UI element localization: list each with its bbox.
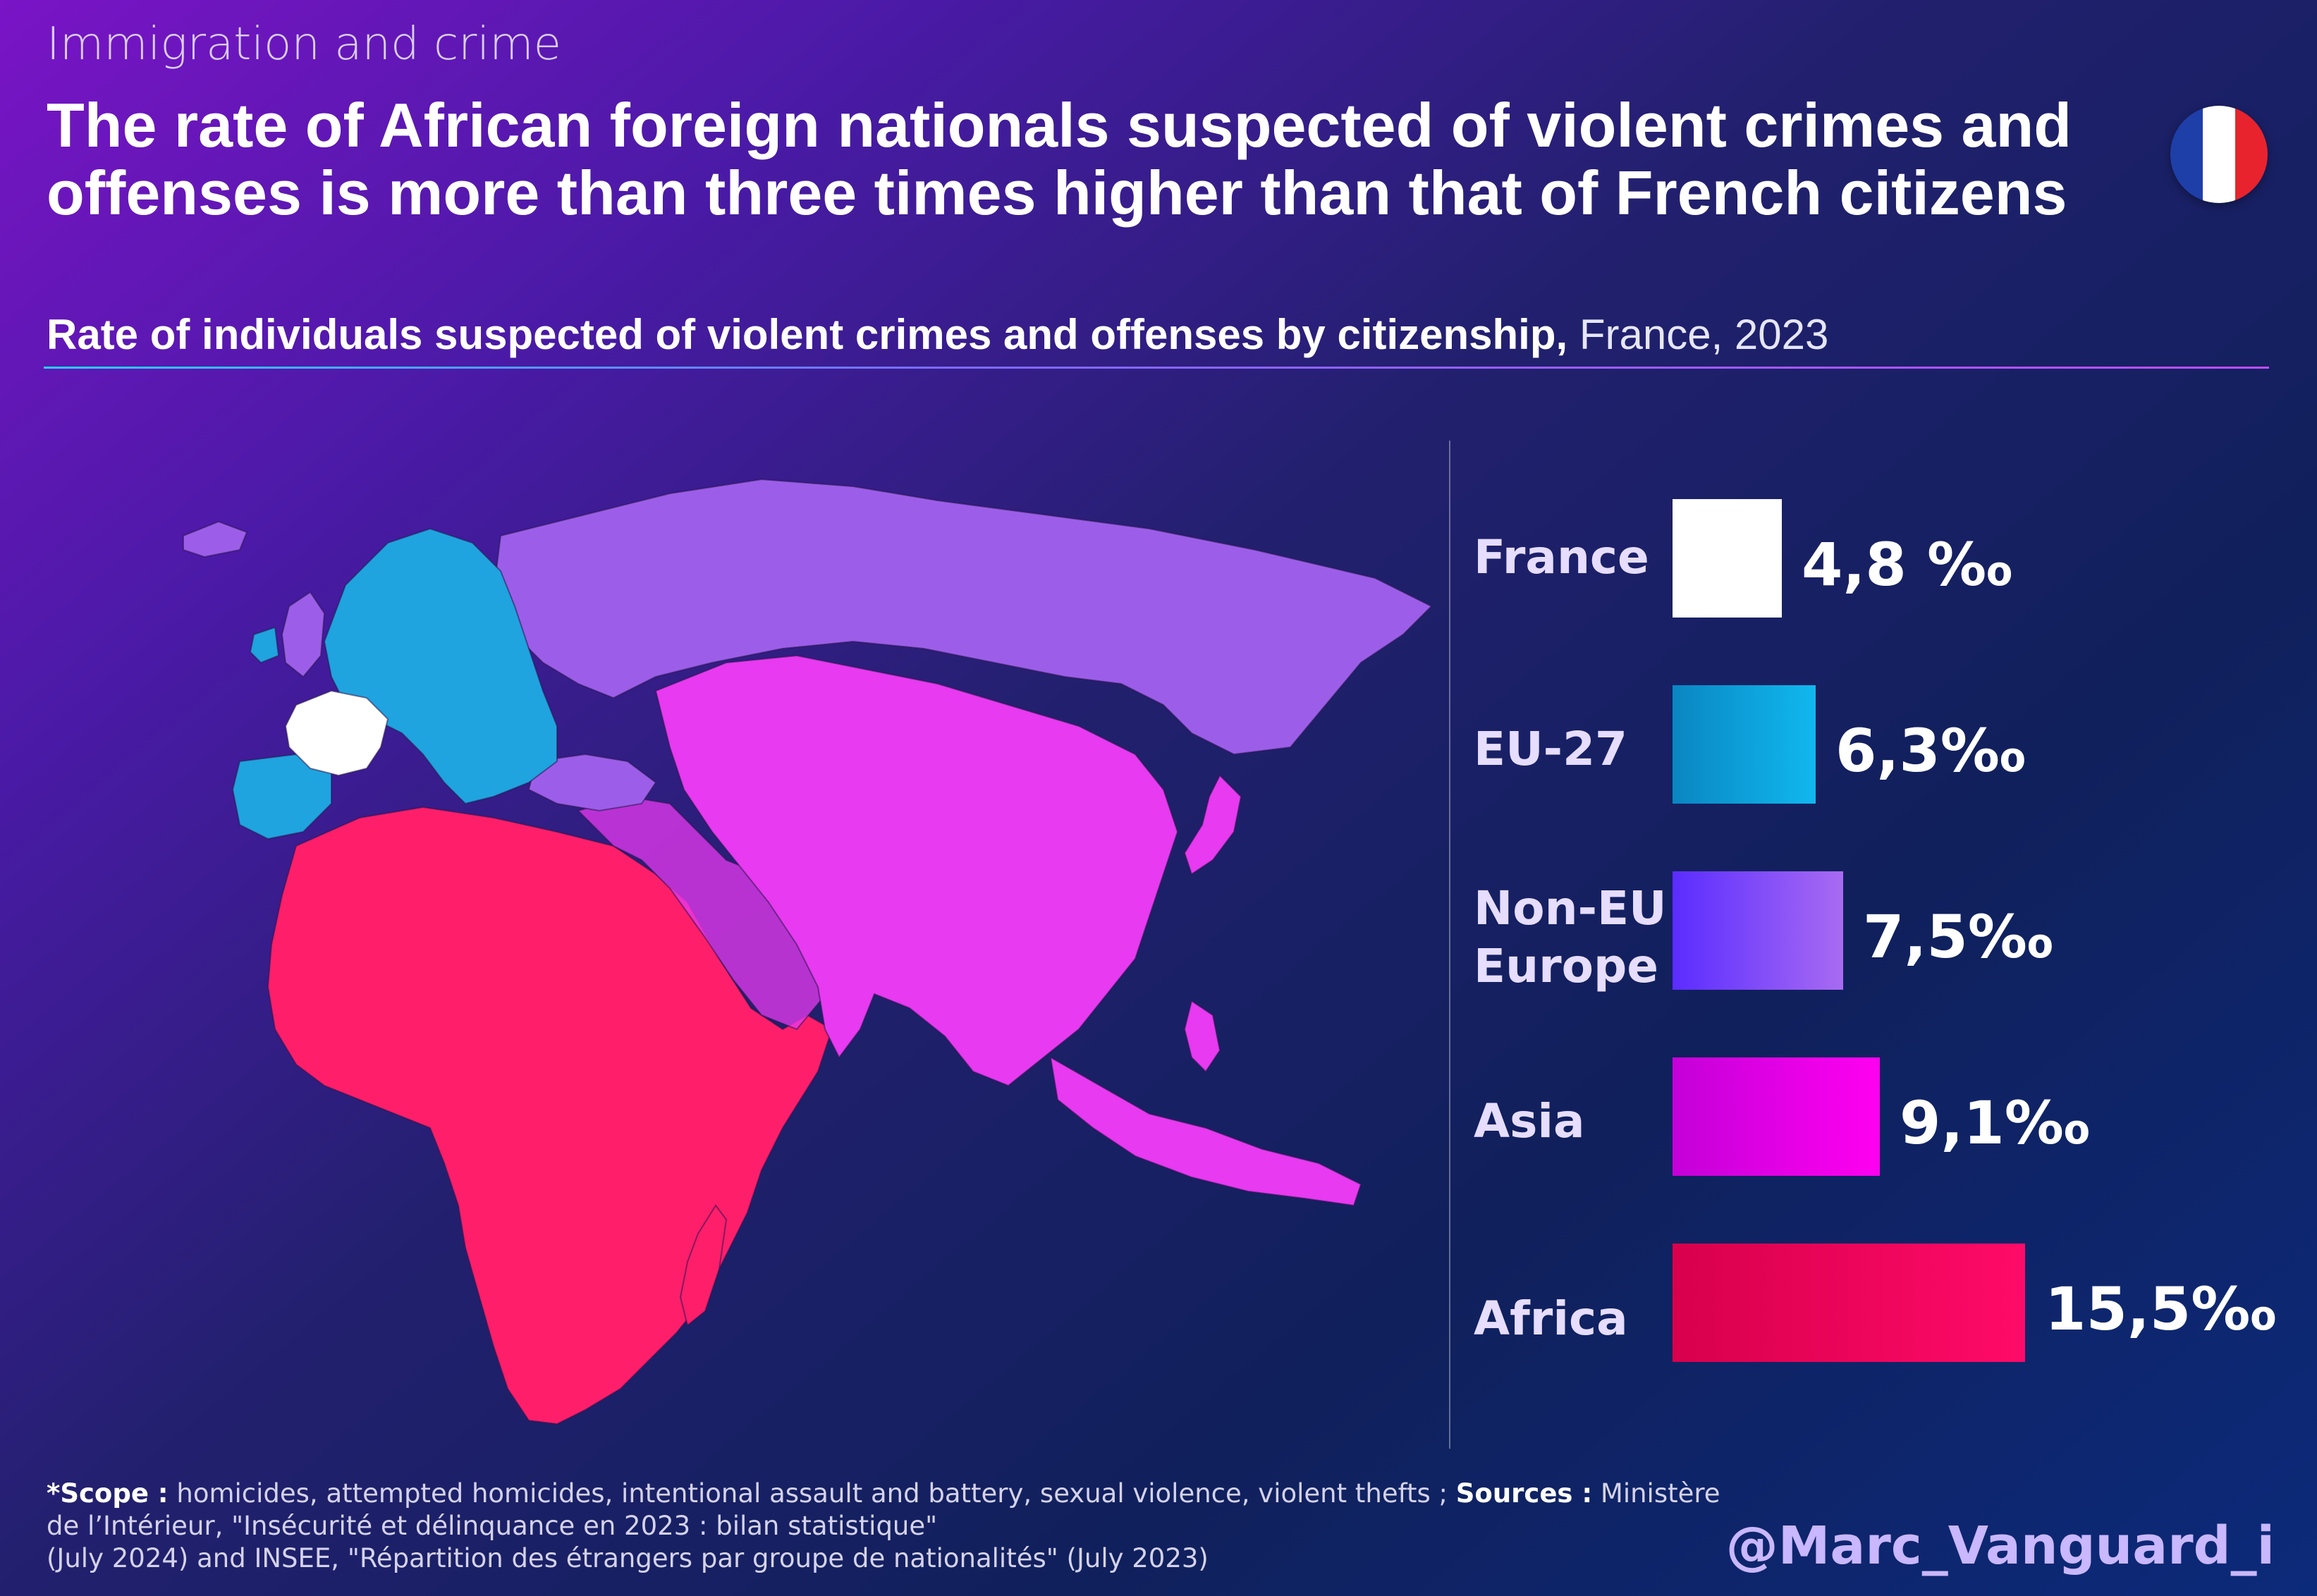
footer-line-2: de l’Intérieur, "Insécurité et délinquan… [47, 1511, 938, 1541]
map-france [284, 689, 389, 777]
scope-label: *Scope : [47, 1478, 169, 1509]
sources-label: Sources : [1455, 1478, 1593, 1509]
category-label-eu-27: EU-27 [1474, 722, 1627, 776]
headline-line-1: The rate of African foreign nationals su… [47, 90, 2072, 160]
map-madagascar [679, 1204, 728, 1327]
bar-non-eu-europe [1673, 871, 1843, 990]
category-label-non-eu-europe: Non-EU Europe [1474, 881, 1667, 993]
chart-subtitle: Rate of individuals suspected of violent… [47, 310, 1828, 359]
footer-line-3: (July 2024) and INSEE, "Répartition des … [47, 1543, 1209, 1573]
flag-red-stripe [2235, 106, 2268, 203]
world-map [183, 478, 1433, 1425]
bar-africa [1673, 1244, 2025, 1362]
kicker: Immigration and crime [47, 18, 561, 70]
headline: The rate of African foreign nationals su… [47, 92, 2162, 227]
category-label-asia: Asia [1474, 1094, 1585, 1148]
map-uk [281, 591, 326, 678]
value-label-africa: 15,5‰ [2045, 1275, 2277, 1344]
chart-divider [1449, 441, 1450, 1449]
map-iceland [183, 520, 248, 558]
author-handle: @Marc_Vanguard_i [1725, 1516, 2275, 1576]
sources-text: Ministère [1592, 1478, 1720, 1509]
map-japan [1183, 774, 1242, 876]
subtitle-rule [44, 367, 2269, 369]
map-ireland [249, 626, 280, 664]
category-label-africa: Africa [1474, 1291, 1628, 1346]
flag-white-stripe [2203, 106, 2235, 203]
chart-subtitle-light: France, 2023 [1567, 311, 1829, 358]
map-turkey [527, 753, 657, 812]
footer-line-1: *Scope : homicides, attempted homicides,… [47, 1478, 1823, 1510]
value-label-france: 4,8 ‰ [1802, 530, 2013, 599]
map-philippines [1183, 1000, 1221, 1073]
value-label-non-eu-europe: 7,5‰ [1863, 902, 2053, 971]
chart-subtitle-bold: Rate of individuals suspected of violent… [47, 311, 1568, 358]
map-se-asia-islands [1049, 1056, 1362, 1207]
bar-france [1673, 499, 1782, 618]
value-label-asia: 9,1‰ [1900, 1088, 2090, 1158]
map-asia [654, 654, 1179, 1087]
map-non-eu-europe [492, 478, 1433, 756]
category-label-france: France [1474, 530, 1649, 584]
france-flag-icon [2170, 106, 2268, 203]
footer-notes: *Scope : homicides, attempted homicides,… [47, 1478, 1823, 1575]
value-label-eu-27: 6,3‰ [1835, 716, 2026, 785]
bar-eu-27 [1673, 685, 1816, 804]
scope-text: homicides, attempted homicides, intentio… [168, 1478, 1456, 1509]
flag-blue-stripe [2170, 106, 2203, 203]
headline-line-2: offenses is more than three times higher… [47, 158, 2067, 228]
bar-asia [1673, 1057, 1880, 1176]
